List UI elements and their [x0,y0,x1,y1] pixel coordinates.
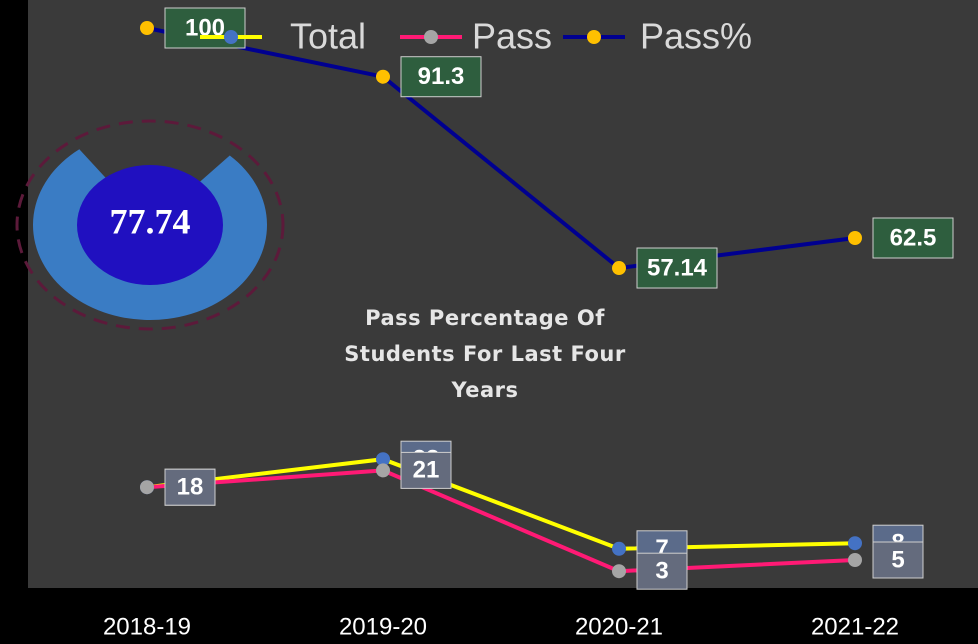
data-label: 62.5 [890,224,937,251]
data-label: 18 [177,474,204,501]
point [376,463,390,478]
legend-label: Pass [472,16,552,57]
data-label: 57.14 [647,254,708,281]
data-label-box [164,468,216,506]
legend-label: Pass% [640,16,752,57]
point [848,536,862,551]
gauge-outline [15,119,285,331]
point [848,553,862,567]
point [612,541,626,556]
data-label-box [872,217,954,259]
x-tick-label: 2018-19 [103,613,191,640]
data-label-box [872,541,924,579]
point [848,231,862,245]
legend-marker [587,30,601,44]
data-label-box [636,247,718,289]
data-label: 21 [413,457,440,484]
data-label-box [400,56,482,98]
x-tick-label: 2021-22 [811,613,899,640]
data-label-box [400,451,452,489]
point [376,452,390,467]
gauge-center [77,165,223,285]
legend-label: Total [290,16,366,57]
series-line [146,468,856,574]
data-label: 5 [891,546,904,573]
chart-title: Pass Percentage Of Students For Last Fou… [344,306,626,402]
point [140,480,154,495]
legend-marker [424,30,438,44]
data-label: 91.3 [418,63,465,90]
gauge-arc [33,149,268,320]
legend-marker [224,30,238,44]
x-tick-label: 2020-21 [575,613,663,640]
point [376,69,390,84]
x-tick-label: 2019-20 [339,613,427,640]
data-label-box [636,552,688,590]
data-label: 3 [655,558,668,585]
gauge-value: 77.74 [110,201,191,241]
point [140,21,154,35]
series-line [146,457,856,551]
point [612,564,626,579]
series-line [146,26,856,271]
point [612,261,626,276]
